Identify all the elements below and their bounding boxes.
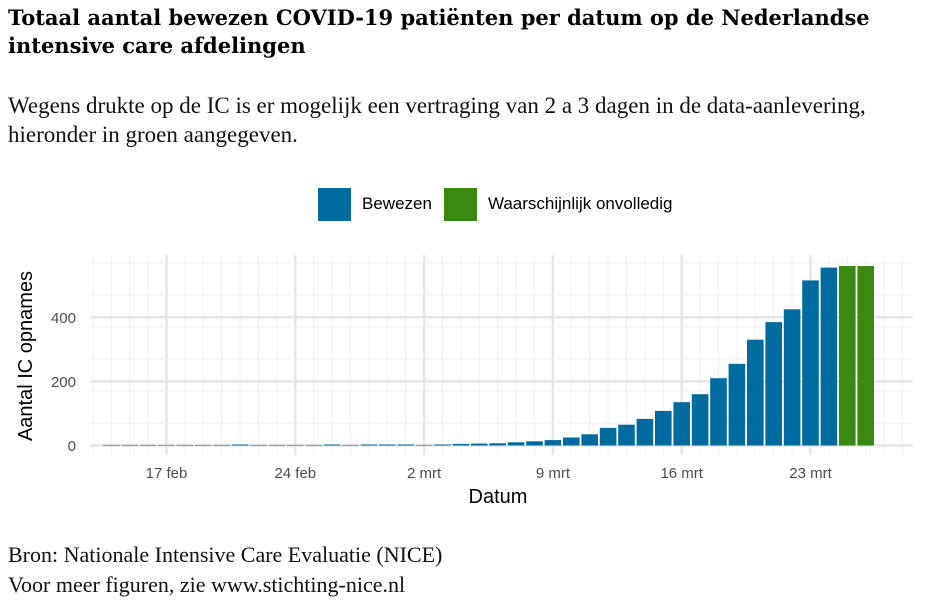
bar bbox=[268, 444, 286, 446]
bar bbox=[636, 418, 654, 446]
y-axis-title: Aantal IC opnames bbox=[15, 271, 37, 441]
bar bbox=[802, 280, 819, 446]
x-tick-label: 16 mrt bbox=[660, 465, 703, 482]
y-tick-label: 200 bbox=[51, 374, 76, 391]
y-tick-label: 400 bbox=[51, 310, 76, 327]
bar bbox=[471, 443, 488, 446]
bar bbox=[360, 444, 378, 446]
bar bbox=[544, 440, 562, 446]
legend-item-onvolledig: Waarschijnlijk onvolledig bbox=[443, 187, 673, 221]
bar bbox=[618, 424, 635, 446]
bar-chart: 0 200 400 17 feb 24 feb 2 mrt 9 mrt 16 mrt 23 mr… bbox=[15, 255, 913, 508]
chart-title: Totaal aantal bewezen COVID-19 patiënten… bbox=[8, 5, 870, 58]
bar bbox=[176, 444, 194, 446]
bar bbox=[489, 443, 506, 446]
bars bbox=[103, 266, 874, 446]
bar bbox=[452, 443, 470, 446]
bar bbox=[415, 444, 433, 446]
bar bbox=[103, 444, 120, 446]
caption-source: Bron: Nationale Intensive Care Evaluatie… bbox=[8, 542, 443, 567]
legend-item-bewezen: Bewezen bbox=[318, 187, 432, 221]
x-tick-label: 23 mrt bbox=[789, 465, 832, 482]
bar bbox=[691, 394, 709, 446]
bar bbox=[121, 444, 138, 446]
legend-label-onvolledig: Waarschijnlijk onvolledig bbox=[487, 194, 673, 213]
bar bbox=[747, 339, 764, 446]
bar bbox=[139, 444, 157, 446]
bar bbox=[287, 444, 304, 446]
bar bbox=[158, 444, 175, 446]
bar bbox=[397, 444, 414, 446]
bar bbox=[213, 444, 230, 446]
bar bbox=[305, 444, 322, 446]
legend-swatch-bewezen bbox=[318, 187, 351, 221]
bar bbox=[250, 444, 267, 446]
bar bbox=[820, 267, 838, 446]
x-tick-label: 2 mrt bbox=[407, 465, 442, 482]
bar bbox=[342, 444, 359, 446]
legend-label-bewezen: Bewezen bbox=[362, 194, 432, 213]
x-tick-label: 17 feb bbox=[146, 465, 188, 482]
x-tick-label: 24 feb bbox=[274, 465, 316, 482]
bar bbox=[581, 434, 598, 446]
axis-ticks: 0 200 400 17 feb 24 feb 2 mrt 9 mrt 16 mrt 23 mr… bbox=[51, 310, 833, 482]
bar bbox=[379, 444, 396, 446]
bar bbox=[434, 444, 451, 446]
bar bbox=[839, 266, 856, 446]
legend: Bewezen Waarschijnlijk onvolledig bbox=[318, 187, 685, 221]
bar bbox=[195, 444, 212, 446]
bar bbox=[857, 266, 874, 446]
bar bbox=[599, 427, 617, 446]
bar bbox=[783, 309, 801, 446]
caption: Bron: Nationale Intensive Care Evaluatie… bbox=[8, 540, 442, 600]
x-tick-label: 9 mrt bbox=[536, 465, 571, 482]
legend-swatch-onvolledig bbox=[443, 187, 477, 221]
chart-subtitle: Wegens drukte op de IC is er mogelijk ee… bbox=[8, 93, 866, 147]
bar bbox=[728, 363, 746, 446]
caption-more: Voor meer figuren, zie www.stichting-nic… bbox=[8, 572, 406, 597]
bar bbox=[231, 444, 249, 446]
bar bbox=[655, 410, 672, 446]
bar bbox=[507, 442, 525, 446]
bar bbox=[673, 402, 690, 446]
bar bbox=[710, 378, 727, 446]
bar bbox=[765, 322, 782, 446]
x-axis-title: Datum bbox=[469, 486, 528, 508]
y-tick-label: 0 bbox=[68, 438, 76, 455]
bar bbox=[526, 441, 543, 446]
bar bbox=[323, 444, 341, 446]
bar bbox=[563, 437, 580, 446]
